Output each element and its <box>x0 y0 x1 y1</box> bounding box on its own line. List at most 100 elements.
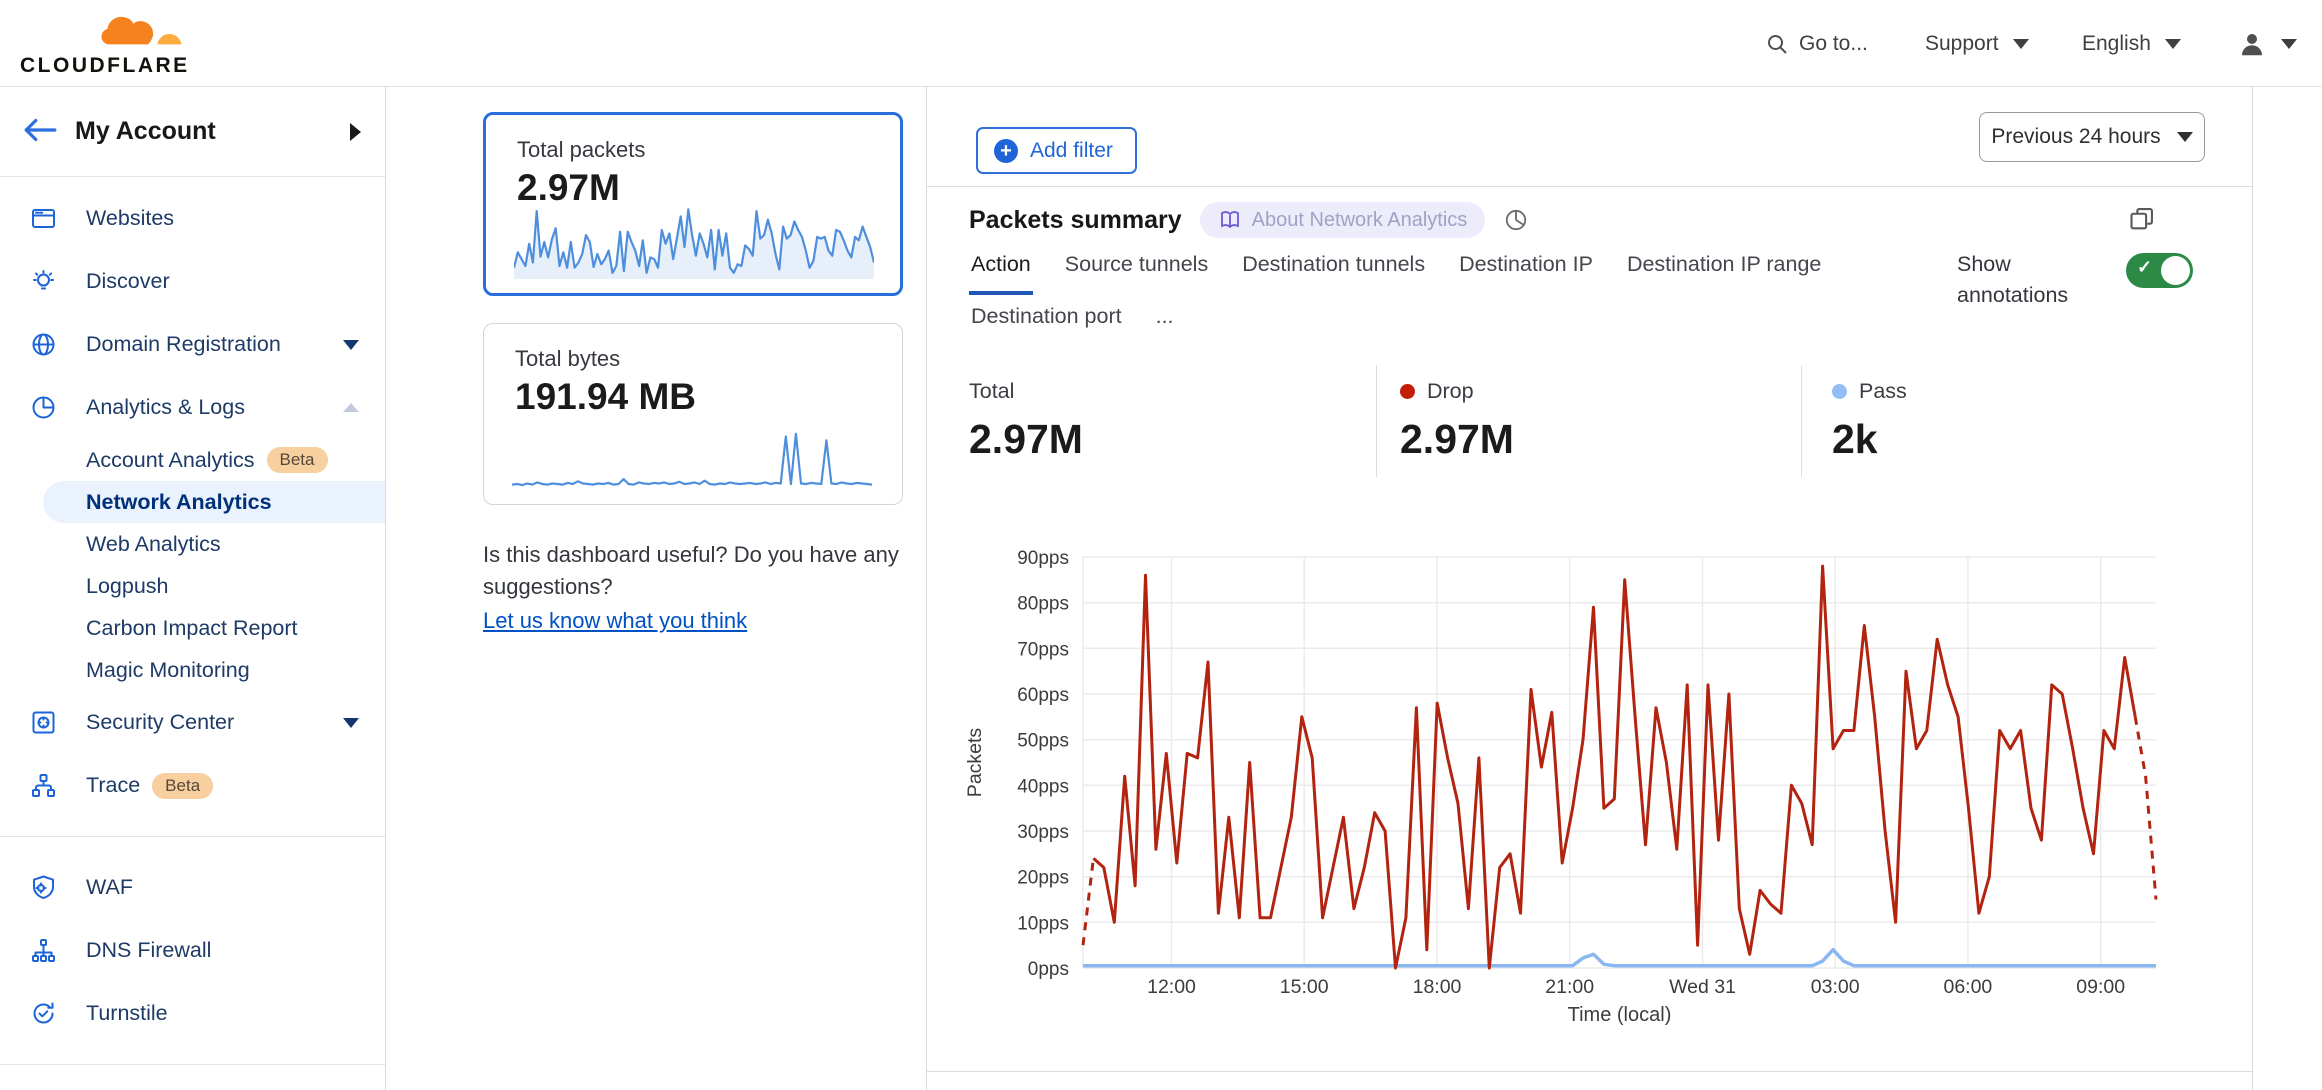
tab-action[interactable]: Action <box>969 243 1033 295</box>
svg-text:06:00: 06:00 <box>1943 976 1992 998</box>
check-icon: ✓ <box>2137 257 2153 277</box>
sidebar-item-analytics-logs[interactable]: Analytics & Logs <box>0 376 385 439</box>
user-icon <box>2242 33 2262 55</box>
pie-icon <box>30 394 57 421</box>
user-menu[interactable] <box>2237 0 2297 87</box>
sidebar-divider <box>0 1064 385 1065</box>
total-bytes-sparkline <box>512 432 872 487</box>
sidebar-item-trace[interactable]: Trace Beta <box>0 754 385 817</box>
sidebar-item-discover[interactable]: Discover <box>0 250 385 313</box>
total-bytes-card[interactable]: Total bytes 191.94 MB <box>483 323 903 505</box>
svg-text:20pps: 20pps <box>1017 868 1069 889</box>
sidebar-item-label: Turnstile <box>86 1001 168 1025</box>
drop-legend-dot <box>1400 384 1415 399</box>
sidebar-item-label: Network Analytics <box>86 489 272 514</box>
sidebar-item-websites[interactable]: Websites <box>0 187 385 250</box>
svg-text:60pps: 60pps <box>1017 685 1069 706</box>
account-header: My Account <box>0 87 385 177</box>
packets-summary-panel: Packets summary About Network Analytics … <box>927 187 2252 1072</box>
add-filter-label: Add filter <box>1030 138 1113 162</box>
sidebar-item-label: Analytics & Logs <box>86 395 245 419</box>
total-packets-sparkline <box>514 208 874 279</box>
lightbulb-icon <box>30 268 57 295</box>
card-label: Total packets <box>517 137 646 162</box>
sidebar-item-account-analytics[interactable]: Account Analytics Beta <box>0 439 385 481</box>
svg-text:15:00: 15:00 <box>1280 976 1329 998</box>
cloudflare-logo[interactable]: CLOUDFLARE <box>20 4 190 84</box>
svg-text:12:00: 12:00 <box>1147 976 1196 998</box>
stat-value: 2.97M <box>969 416 1083 462</box>
cloudflare-wordmark: CLOUDFLARE <box>20 54 190 77</box>
svg-text:40pps: 40pps <box>1017 776 1069 797</box>
feedback-link[interactable]: Let us know what you think <box>483 608 748 633</box>
chevron-down-icon <box>2164 38 2181 49</box>
safe-icon <box>30 709 57 736</box>
refresh-check-icon <box>30 1000 57 1027</box>
chevron-up-icon <box>343 403 359 412</box>
support-menu[interactable]: Support <box>1925 0 2029 87</box>
svg-text:90pps: 90pps <box>1017 548 1069 569</box>
svg-text:03:00: 03:00 <box>1811 976 1860 998</box>
feedback-line2: suggestions? <box>483 574 613 599</box>
sidebar-item-web-analytics[interactable]: Web Analytics <box>0 523 385 565</box>
sidebar-item-more[interactable] <box>0 1084 385 1090</box>
top-header: CLOUDFLARE Go to... Support English <box>0 0 2322 87</box>
sidebar-item-network-analytics[interactable]: Network Analytics <box>43 481 385 523</box>
chevron-down-icon <box>343 717 359 728</box>
total-packets-card[interactable]: Total packets 2.97M <box>483 112 903 296</box>
chevron-down-icon <box>2281 38 2297 49</box>
language-menu[interactable]: English <box>2082 0 2181 87</box>
about-network-analytics-badge[interactable]: About Network Analytics <box>1199 202 1486 238</box>
stat-value: 2k <box>1832 416 1878 462</box>
time-range-dropdown[interactable]: Previous 24 hours <box>1979 112 2205 162</box>
add-filter-button[interactable]: + Add filter <box>976 127 1137 174</box>
sidebar-item-waf[interactable]: WAF <box>0 856 385 919</box>
globe-icon <box>30 331 57 358</box>
stat-total: Total 2.97M <box>927 365 1376 477</box>
sidebar-item-label: Discover <box>86 269 170 293</box>
svg-text:50pps: 50pps <box>1017 731 1069 752</box>
goto-search[interactable]: Go to... <box>1765 0 1868 87</box>
back-arrow-icon[interactable] <box>22 117 58 143</box>
sidebar-item-logpush[interactable]: Logpush <box>0 565 385 607</box>
sidebar-item-magic-monitoring[interactable]: Magic Monitoring <box>0 649 385 691</box>
sidebar-item-domain-registration[interactable]: Domain Registration <box>0 313 385 376</box>
goto-label: Go to... <box>1799 31 1868 55</box>
support-label: Support <box>1925 31 1999 55</box>
sidebar-divider <box>0 836 385 837</box>
duplicate-icon[interactable] <box>2128 205 2156 233</box>
tab-more[interactable]: ... <box>1155 304 1174 328</box>
tab-destination-ip[interactable]: Destination IP <box>1459 252 1593 276</box>
svg-text:10pps: 10pps <box>1017 913 1069 934</box>
sidebar-item-label: DNS Firewall <box>86 938 212 962</box>
tab-source-tunnels[interactable]: Source tunnels <box>1064 252 1209 276</box>
tab-destination-ip-range[interactable]: Destination IP range <box>1626 252 1822 276</box>
account-title: My Account <box>75 117 216 145</box>
pie-chart-icon[interactable] <box>1503 207 1529 233</box>
feedback-line1: Is this dashboard useful? Do you have an… <box>483 542 899 567</box>
chevron-down-icon <box>2012 38 2029 49</box>
svg-text:80pps: 80pps <box>1017 594 1069 615</box>
about-badge-label: About Network Analytics <box>1251 208 1468 231</box>
show-annotations-toggle[interactable]: ✓ <box>2126 253 2193 288</box>
svg-text:Packets: Packets <box>964 728 986 798</box>
sidebar-item-dns-firewall[interactable]: DNS Firewall <box>0 919 385 982</box>
language-label: English <box>2082 31 2151 55</box>
sidebar-item-label: Security Center <box>86 710 235 734</box>
packets-chart[interactable]: 0pps 10pps 20pps 30pps 40pps 50pps 60pps 70pps 8… <box>951 540 2253 1070</box>
stat-value: 2.97M <box>1400 416 1514 462</box>
cloudflare-cloud-icon <box>101 16 182 45</box>
sidebar-item-turnstile[interactable]: Turnstile <box>0 982 385 1045</box>
panel-title-row: Packets summary About Network Analytics <box>969 202 1529 238</box>
book-icon <box>1220 211 1239 229</box>
chevron-right-icon[interactable] <box>350 122 361 141</box>
summary-column: Total packets 2.97M Total bytes 191.94 M… <box>386 87 926 1090</box>
svg-text:18:00: 18:00 <box>1413 976 1462 998</box>
tab-destination-tunnels[interactable]: Destination tunnels <box>1242 252 1426 276</box>
stat-label: Drop <box>1427 379 1474 403</box>
panel-title: Packets summary <box>969 205 1182 234</box>
show-annotations-label: Show annotations <box>1957 252 2069 307</box>
sidebar-item-security-center[interactable]: Security Center <box>0 691 385 754</box>
sidebar-item-carbon-impact-report[interactable]: Carbon Impact Report <box>0 607 385 649</box>
tab-destination-port[interactable]: Destination port <box>971 304 1122 328</box>
